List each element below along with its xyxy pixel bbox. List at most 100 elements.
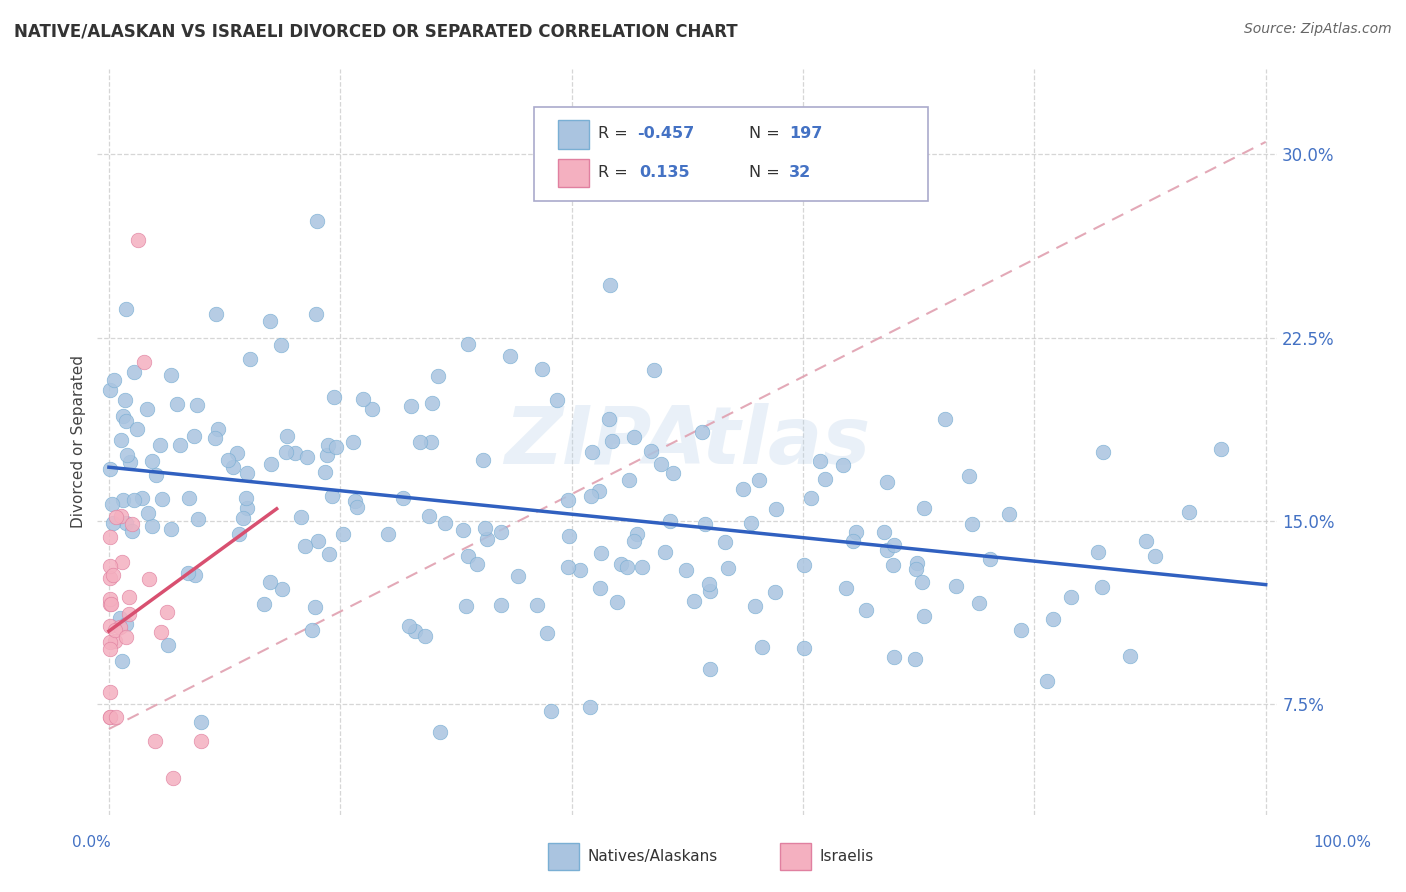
Point <box>98 635 121 649</box>
Point <box>426 368 449 383</box>
Point <box>883 649 905 664</box>
Point <box>150 491 173 506</box>
Point <box>169 438 191 452</box>
Point <box>110 508 132 523</box>
Point <box>115 516 138 530</box>
Point <box>418 508 440 523</box>
Point <box>295 450 318 464</box>
Point <box>176 566 198 580</box>
Point <box>697 577 720 591</box>
Point <box>600 434 623 448</box>
Point <box>108 611 131 625</box>
Point <box>190 715 212 730</box>
Point <box>793 558 815 573</box>
Point <box>835 581 858 595</box>
Point <box>1177 505 1199 519</box>
Point <box>471 453 494 467</box>
Point <box>104 709 127 723</box>
Point <box>530 362 553 376</box>
Point <box>945 579 967 593</box>
Point <box>404 624 426 639</box>
Point <box>132 355 155 369</box>
Point <box>120 455 142 469</box>
Point <box>318 438 340 452</box>
Point <box>536 626 558 640</box>
Point <box>183 428 205 442</box>
Point <box>763 585 786 599</box>
Point <box>274 444 297 458</box>
Point <box>301 623 323 637</box>
Text: 32: 32 <box>789 165 811 179</box>
Point <box>699 584 721 599</box>
Point <box>145 468 167 483</box>
Text: -0.457: -0.457 <box>637 127 695 141</box>
Point <box>606 595 628 609</box>
Point <box>110 620 132 634</box>
Point <box>114 392 136 407</box>
Point <box>115 414 138 428</box>
Point <box>115 630 138 644</box>
Point <box>98 709 121 723</box>
Point <box>149 625 172 640</box>
Point <box>98 709 121 723</box>
Point <box>499 349 522 363</box>
Point <box>557 560 579 574</box>
Text: NATIVE/ALASKAN VS ISRAELI DIVORCED OR SEPARATED CORRELATION CHART: NATIVE/ALASKAN VS ISRAELI DIVORCED OR SE… <box>14 22 738 40</box>
Point <box>675 563 697 577</box>
Point <box>98 598 121 612</box>
Point <box>832 458 855 472</box>
Point <box>143 734 166 748</box>
Point <box>342 435 364 450</box>
Point <box>177 491 200 505</box>
Point <box>101 516 124 531</box>
Point <box>420 396 443 410</box>
Text: N =: N = <box>749 127 786 141</box>
Text: N =: N = <box>749 165 786 179</box>
Point <box>489 598 512 612</box>
Point <box>489 524 512 539</box>
Text: R =: R = <box>598 165 633 179</box>
Point <box>111 555 134 569</box>
Text: 197: 197 <box>789 127 823 141</box>
Point <box>640 444 662 458</box>
Point <box>960 517 983 532</box>
Point <box>451 523 474 537</box>
Point <box>141 454 163 468</box>
Point <box>643 363 665 377</box>
Text: R =: R = <box>598 127 633 141</box>
Point <box>800 491 823 505</box>
Point <box>232 510 254 524</box>
Point <box>117 607 139 621</box>
Point <box>121 517 143 532</box>
Text: ZIPAtlas: ZIPAtlas <box>505 402 870 481</box>
Point <box>98 592 121 607</box>
Point <box>508 569 530 583</box>
Point <box>748 473 770 487</box>
Point <box>149 437 172 451</box>
Point <box>332 526 354 541</box>
Point <box>401 400 423 414</box>
Point <box>1143 549 1166 563</box>
Point <box>270 338 292 352</box>
Point <box>98 571 121 585</box>
Point <box>207 422 229 436</box>
Text: 0.0%: 0.0% <box>72 836 111 850</box>
Point <box>118 591 141 605</box>
Point <box>959 469 981 483</box>
Point <box>905 556 928 570</box>
Point <box>104 510 127 524</box>
Point <box>808 454 831 468</box>
Point <box>659 514 682 528</box>
Point <box>546 392 568 407</box>
Point <box>540 705 562 719</box>
Point <box>558 529 581 543</box>
Point <box>419 434 441 449</box>
Point <box>138 507 160 521</box>
Point <box>222 459 245 474</box>
Point <box>392 491 415 505</box>
Point <box>914 609 936 624</box>
Point <box>138 572 160 586</box>
Point <box>1087 545 1109 559</box>
Point <box>876 475 898 490</box>
Point <box>100 497 122 511</box>
